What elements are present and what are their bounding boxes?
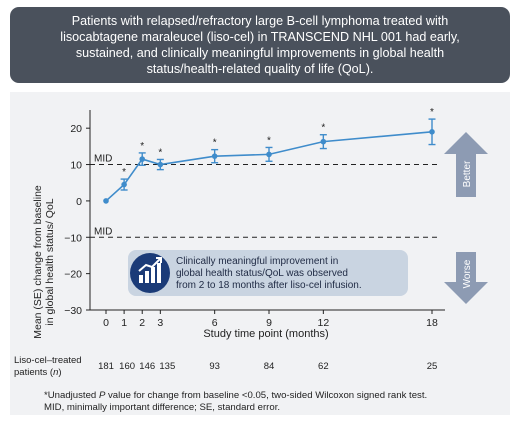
x-axis-label: Study time point (months) [203, 328, 328, 340]
significance-marker: * [140, 141, 144, 152]
callout-text-line: from 2 to 18 months after liso-cel infus… [176, 280, 362, 291]
patient-count: 135 [159, 361, 175, 372]
y-tick-label: −10 [64, 232, 82, 244]
y-tick-label: 10 [70, 160, 82, 172]
significance-marker: * [267, 135, 271, 146]
x-tick-label: 1 [121, 317, 127, 329]
summary-banner: Patients with relapsed/refractory large … [10, 7, 510, 83]
x-tick-label: 3 [157, 317, 163, 329]
banner-line: Patients with relapsed/refractory large … [71, 14, 449, 28]
x-tick-label: 0 [103, 317, 109, 329]
data-point [103, 198, 109, 204]
y-axis-label: Mean (SE) change from baseline [32, 185, 44, 339]
significance-marker: * [122, 167, 126, 178]
patient-count: 93 [209, 361, 220, 372]
data-point [266, 151, 272, 158]
patient-count: 160 [119, 361, 135, 372]
worse-label: Worse [462, 259, 473, 288]
n-row-label: patients (n) [14, 367, 62, 378]
footnote-significance: *Unadjusted P value for change from base… [44, 390, 428, 401]
callout-text-line: Clinically meaningful improvement in [176, 256, 338, 267]
x-tick-label: 12 [317, 317, 329, 329]
callout-text-line: global health status/QoL was observed [176, 268, 348, 279]
mid-reference-label: MID [94, 226, 112, 237]
data-point [157, 161, 164, 168]
data-point [429, 129, 435, 135]
data-point [211, 153, 218, 159]
significance-marker: * [321, 123, 325, 134]
patient-count: 84 [264, 361, 275, 372]
qol-change-chart: Mean (SE) change from baseline in global… [14, 107, 488, 378]
n-row-label: Liso-cel–treated [14, 355, 82, 366]
data-point [121, 181, 127, 188]
worse-arrow-icon [444, 252, 488, 304]
y-tick-label: 20 [70, 123, 82, 135]
banner-line: sustained, and clinically meaningful imp… [75, 46, 445, 60]
patient-count: 146 [139, 361, 155, 372]
patient-count: 181 [98, 361, 114, 372]
banner-line: lisocabtagene maraleucel (liso-cel) in T… [60, 30, 460, 44]
mid-reference-label: MID [94, 154, 112, 165]
x-tick-label: 6 [212, 317, 218, 329]
x-tick-label: 18 [426, 317, 438, 329]
better-arrow-icon [444, 132, 488, 197]
data-point [139, 156, 146, 162]
x-tick-label: 9 [266, 317, 272, 329]
banner-line: status/health-related quality of life (Q… [146, 62, 374, 76]
figure-panel: Mean (SE) change from baseline in global… [10, 92, 510, 415]
trend-chart-icon [138, 257, 162, 283]
significance-marker: * [213, 138, 217, 149]
callout-box [128, 250, 408, 296]
better-label: Better [462, 160, 473, 187]
y-tick-label: −20 [64, 269, 82, 281]
patient-count: 62 [318, 361, 329, 372]
x-tick-label: 2 [139, 317, 145, 329]
significance-marker: * [158, 147, 162, 158]
significance-marker: * [430, 107, 434, 118]
patient-count: 25 [427, 361, 438, 372]
footnote-abbreviations: MID, minimally important difference; SE,… [44, 402, 281, 413]
data-point [320, 138, 327, 145]
y-tick-label: −30 [64, 305, 82, 317]
callout-icon-circle [130, 253, 170, 293]
y-tick-label: 0 [76, 196, 82, 208]
series-line [105, 131, 433, 202]
y-axis-label: in global health status/ QoL [44, 198, 56, 325]
